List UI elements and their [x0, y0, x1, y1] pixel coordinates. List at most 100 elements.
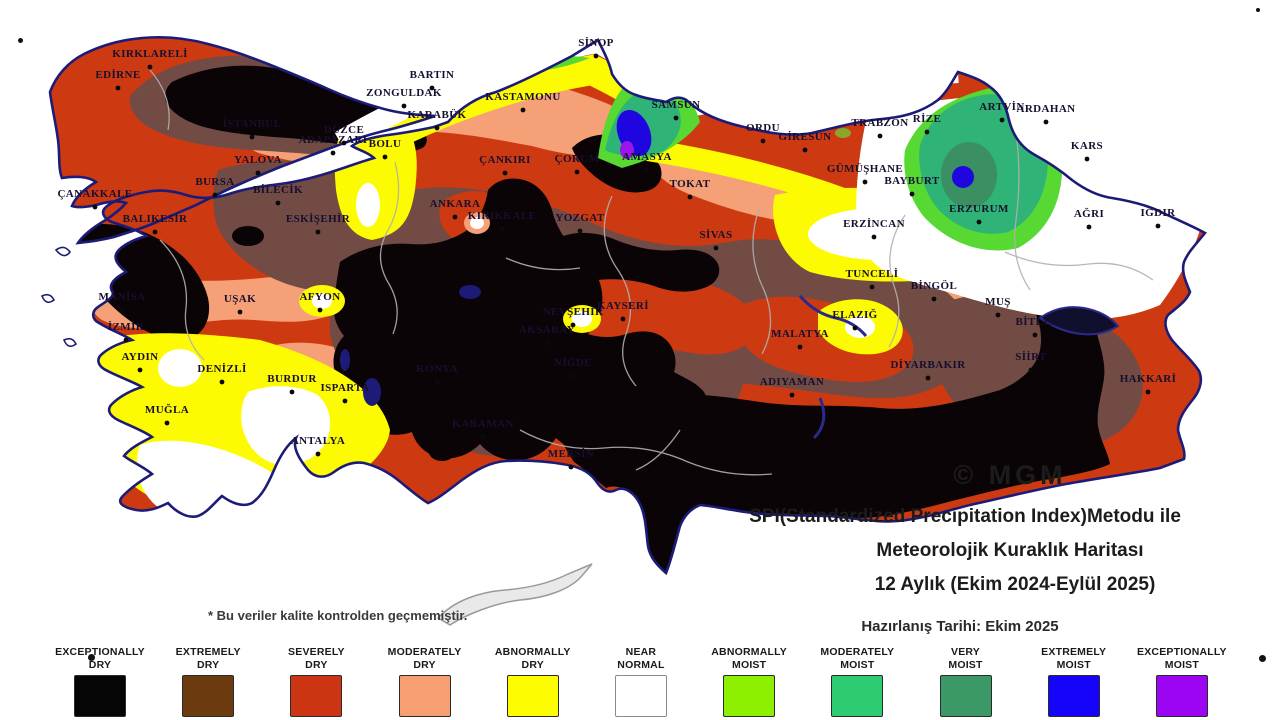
city-marker [249, 134, 255, 140]
city-marker [574, 169, 580, 175]
city-marker [401, 103, 407, 109]
city-marker [713, 245, 719, 251]
city-label: KIRIKKALE [468, 210, 536, 222]
legend-item: ABNORMALLY DRY [481, 646, 585, 718]
city-marker [925, 375, 931, 381]
city-label: BİLECİK [253, 184, 303, 196]
city-label: GÜMÜŞHANE [827, 162, 903, 175]
city-marker [499, 226, 505, 232]
city-label: TRABZON [851, 117, 908, 129]
city-label: MUŞ [985, 296, 1011, 308]
city-label: ARDAHAN [1016, 103, 1075, 115]
city-marker [342, 398, 348, 404]
city-label: TOKAT [670, 178, 711, 190]
city-marker [92, 204, 98, 210]
city-label: IĞDIR [1140, 206, 1176, 219]
city-label: MALATYA [771, 328, 829, 340]
city-label: ORDU [746, 122, 780, 134]
drought-legend: EXCEPTIONALLY DRY EXTREMELY DRY SEVERELY DRY M… [48, 646, 1234, 718]
city-marker [797, 344, 803, 350]
legend-item: MODERATELY MOIST [805, 646, 909, 718]
city-marker [480, 434, 486, 440]
city-marker [237, 309, 243, 315]
city-marker [593, 53, 599, 59]
city-marker [1155, 223, 1161, 229]
city-label: ÇORUM [555, 153, 600, 165]
city-marker [502, 170, 508, 176]
city-label: HAKKARİ [1120, 373, 1177, 385]
city-label: KARS [1071, 140, 1103, 152]
city-label: İZMİR [108, 321, 145, 333]
city-label: SİVAS [700, 229, 733, 241]
city-marker [152, 229, 158, 235]
city-marker [1145, 389, 1151, 395]
legend-item: EXTREMELY MOIST [1022, 646, 1126, 718]
city-marker [570, 373, 576, 379]
map-title-line1: SPI(Standardized Precipitation Index)Met… [749, 506, 1181, 527]
city-marker [429, 85, 435, 91]
city-label: DÜZCE [324, 123, 365, 136]
city-label: KIRKLARELİ [112, 48, 188, 60]
legend-swatch [74, 675, 126, 718]
city-label: AMASYA [622, 151, 672, 163]
city-label: ÇANKIRI [479, 154, 531, 166]
city-label: DİYARBAKIR [890, 359, 966, 371]
city-label: ANKARA [430, 198, 481, 210]
city-label: İSTANBUL [223, 118, 282, 130]
coastline-outline [40, 35, 1207, 576]
legend-swatch [182, 675, 235, 718]
city-label: AĞRI [1074, 207, 1104, 220]
legend-item: NEAR NORMAL [589, 646, 693, 718]
city-label: NEVŞEHİR [543, 306, 604, 318]
city-label: ADAPAZARI [299, 134, 368, 146]
city-marker [620, 316, 626, 322]
cyprus-island [436, 563, 593, 626]
city-label: ZONGULDAK [366, 87, 442, 99]
city-marker [976, 219, 982, 225]
city-marker [871, 234, 877, 240]
city-marker [255, 170, 261, 176]
city-label: KARAMAN [452, 418, 513, 430]
city-marker [382, 154, 388, 160]
legend-item: VERY MOIST [914, 646, 1018, 718]
city-label: UŞAK [224, 293, 256, 305]
city-label: BOLU [369, 138, 402, 150]
city-label: ELAZIĞ [832, 308, 877, 321]
legend-item: EXTREMELY DRY [156, 646, 260, 718]
prepared-date: Hazırlanış Tarihi: Ekim 2025 [861, 618, 1059, 635]
city-marker [570, 322, 576, 328]
legend-swatch [831, 675, 884, 718]
city-label: ADIYAMAN [760, 376, 825, 388]
city-label: AYDIN [121, 351, 158, 363]
city-label: BİTLİS [1015, 316, 1054, 328]
city-label: TUNCELİ [846, 268, 899, 280]
city-label: MANİSA [98, 291, 145, 303]
legend-label: EXCEPTIONALLY MOIST [1137, 646, 1227, 671]
city-marker [123, 337, 129, 343]
city-label: BARTIN [410, 69, 455, 81]
city-label: SİİRT [1015, 351, 1047, 363]
city-marker [999, 117, 1005, 123]
city-marker [909, 191, 915, 197]
city-layer: KIRKLARELİEDİRNEİSTANBULADAPAZARIYALOVAB… [57, 37, 1177, 470]
city-label: BURDUR [267, 373, 317, 385]
city-label: GİRESUN [779, 131, 832, 143]
legend-swatch [614, 675, 667, 718]
city-label: ISPARTA [320, 382, 369, 394]
legend-item: MODERATELY DRY [373, 646, 477, 718]
city-marker [289, 389, 295, 395]
city-marker [452, 214, 458, 220]
corner-dot [88, 654, 95, 661]
city-marker [995, 312, 1001, 318]
legend-item: ABNORMALLY MOIST [697, 646, 801, 718]
city-marker [1084, 156, 1090, 162]
city-label: RİZE [913, 113, 942, 125]
city-marker [315, 229, 321, 235]
city-marker [275, 200, 281, 206]
city-label: KONYA [416, 363, 458, 375]
city-marker [568, 464, 574, 470]
city-label: KASTAMONU [485, 91, 561, 103]
city-label: ANTALYA [291, 435, 345, 447]
city-marker [147, 64, 153, 70]
